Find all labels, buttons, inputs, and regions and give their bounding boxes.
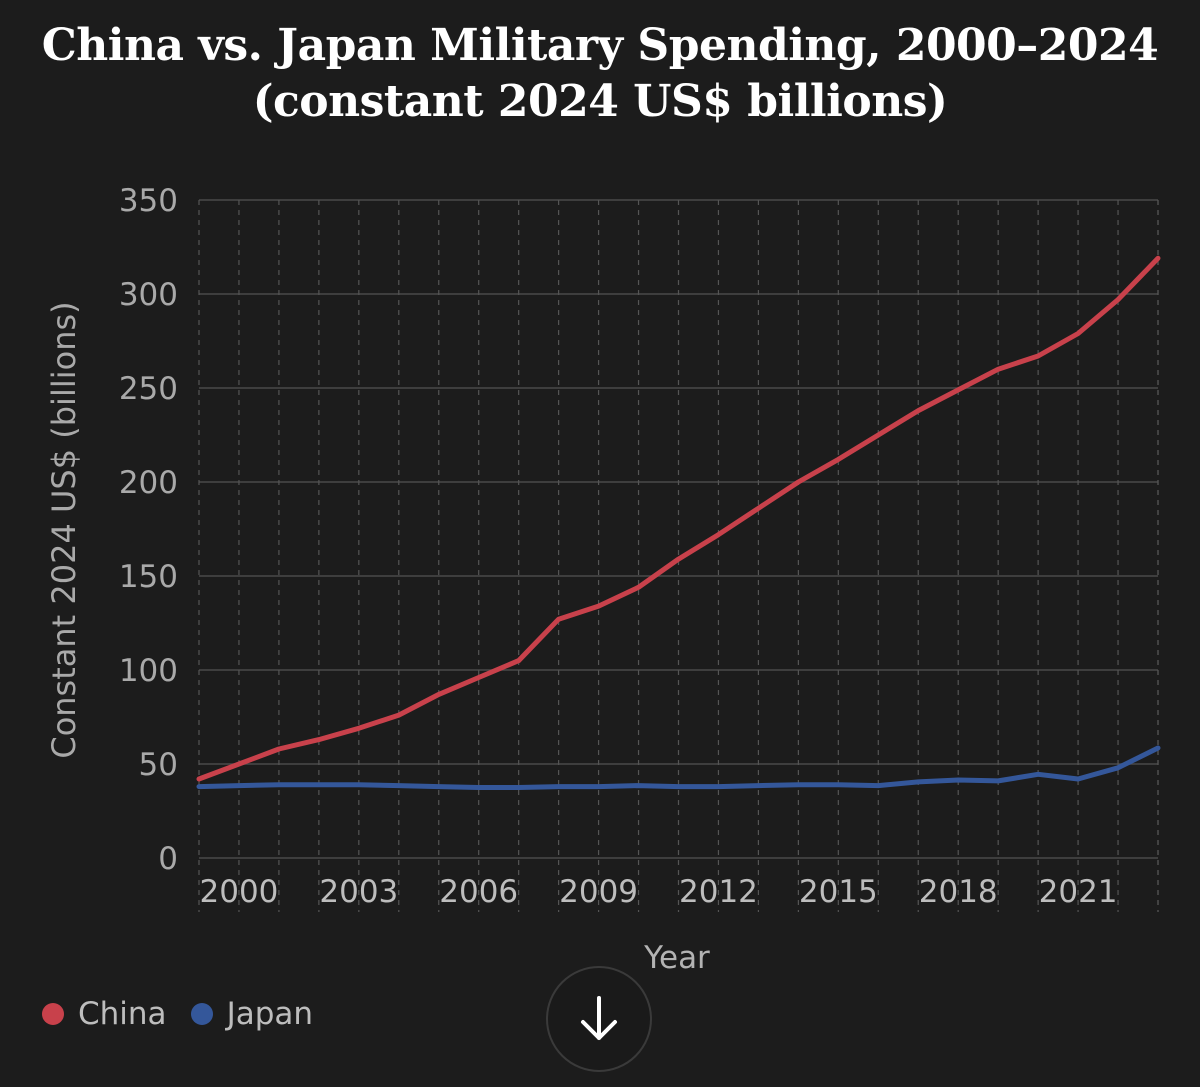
scroll-down-button[interactable] — [546, 966, 652, 1072]
x-tick-label: 2009 — [559, 874, 638, 910]
y-axis-label: Constant 2024 US$ (billions) — [45, 301, 83, 758]
legend-swatch-japan — [190, 1003, 213, 1025]
y-tick-label: 100 — [119, 653, 178, 689]
legend-item-japan: Japan — [190, 996, 314, 1032]
x-tick-label: 2015 — [799, 874, 878, 910]
x-tick-label: 2003 — [319, 874, 398, 910]
gridlines — [198, 199, 1159, 912]
series-line-japan — [196, 745, 1161, 790]
y-tick-label: 300 — [119, 277, 178, 313]
x-tick-label: 2006 — [439, 874, 518, 910]
x-tick-label: 2000 — [200, 874, 279, 910]
legend-label-japan: Japan — [226, 996, 314, 1032]
arrow-down-icon — [581, 996, 617, 1040]
x-tick-labels: 2000 2003 2006 2009 2012 2015 2018 2021 — [200, 874, 1118, 910]
legend-swatch-china — [42, 1003, 64, 1025]
legend-item-china: China — [42, 996, 167, 1032]
y-tick-label: 0 — [158, 841, 178, 877]
y-tick-label: 50 — [139, 747, 178, 783]
x-axis-label: Year — [643, 940, 710, 976]
legend: China Japan — [42, 994, 337, 1034]
y-tick-label: 350 — [119, 183, 178, 219]
legend-label-china: China — [78, 996, 167, 1032]
x-tick-label: 2021 — [1039, 874, 1118, 910]
x-tick-label: 2012 — [679, 874, 758, 910]
y-tick-label: 250 — [119, 371, 178, 407]
y-tick-labels: 0 50 100 150 200 250 300 350 — [119, 183, 178, 877]
y-tick-label: 150 — [119, 559, 178, 595]
y-tick-label: 200 — [119, 465, 178, 501]
series-line-china — [196, 255, 1161, 782]
series-lines — [196, 255, 1161, 790]
chart-title: China vs. Japan Military Spending, 2000–… — [41, 20, 1159, 127]
x-tick-label: 2018 — [919, 874, 998, 910]
